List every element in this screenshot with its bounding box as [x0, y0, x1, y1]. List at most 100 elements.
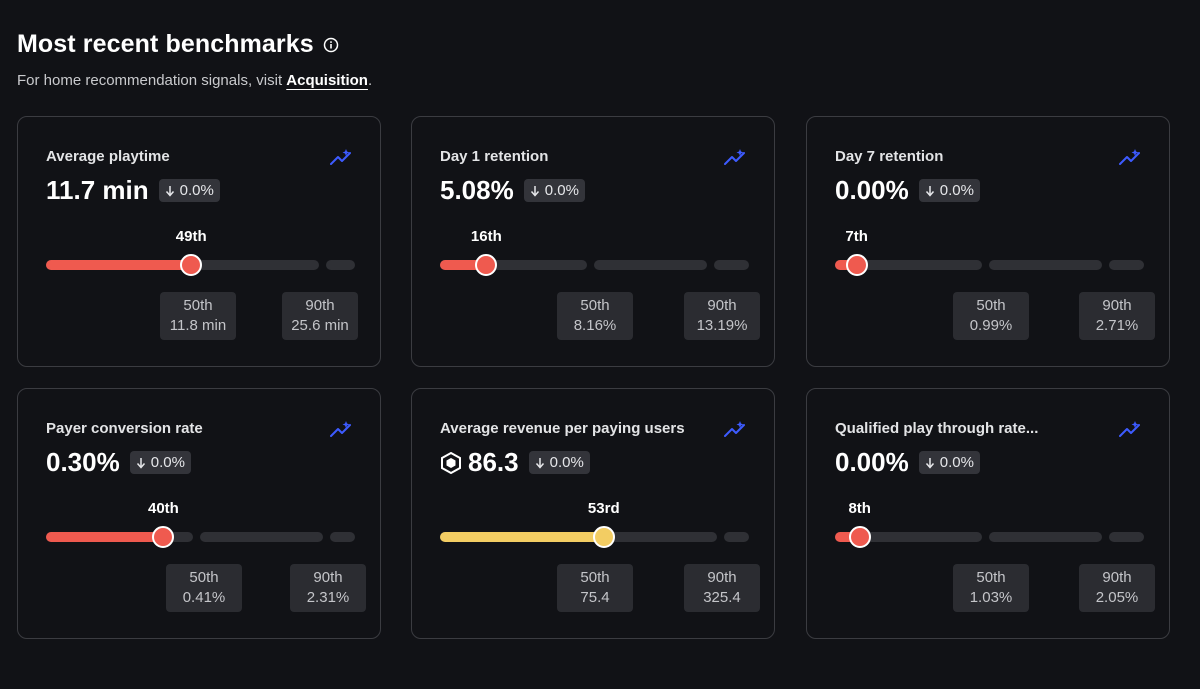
trend-sparkle-icon[interactable] [724, 420, 746, 438]
percentile-knob [592, 526, 615, 548]
marker-percentile: 90th [707, 569, 737, 586]
acquisition-link[interactable]: Acquisition [286, 72, 368, 89]
trend-sparkle-icon[interactable] [1119, 148, 1141, 166]
percentile-label: 16th [470, 228, 502, 245]
arrow-down-icon [535, 457, 544, 469]
card-title: Qualified play through rate... [835, 420, 1039, 437]
title-row: Most recent benchmarks [17, 30, 339, 59]
trend-sparkle-icon[interactable] [330, 420, 352, 438]
marker-percentile: 50th [580, 297, 610, 314]
percentile-track [330, 532, 355, 542]
percentile-fill [440, 260, 487, 270]
card-title: Day 7 retention [835, 148, 944, 165]
arrow-down-icon [136, 457, 145, 469]
card-title: Average revenue per paying users [440, 420, 685, 437]
p50-marker: 50th 0.41% [166, 564, 242, 612]
marker-value: 8.16% [573, 317, 617, 334]
marker-percentile: 90th [305, 297, 335, 314]
metric-value: 5.08% [440, 175, 514, 205]
percentile-label: 49th [175, 228, 207, 245]
marker-value: 0.99% [969, 317, 1013, 334]
percentile-knob [475, 254, 498, 276]
marker-percentile: 50th [976, 297, 1006, 314]
card-title: Average playtime [46, 148, 170, 165]
p50-marker: 50th 11.8 min [160, 292, 236, 340]
delta-value: 0.0% [544, 182, 579, 199]
percentile-label: 7th [845, 228, 868, 245]
marker-value: 2.05% [1095, 589, 1139, 606]
delta-value: 0.0% [939, 454, 974, 471]
trend-sparkle-icon[interactable] [724, 148, 746, 166]
percentile-track [989, 532, 1102, 542]
p90-marker: 90th 325.4 [684, 564, 760, 612]
marker-percentile: 50th [976, 569, 1006, 586]
percentile-knob [180, 254, 203, 276]
percentile-label: 8th [848, 500, 871, 517]
percentile-fill [440, 532, 604, 542]
percentile-fill [46, 532, 164, 542]
delta-value: 0.0% [939, 182, 974, 199]
subtitle: For home recommendation signals, visit A… [17, 72, 372, 89]
delta-badge: 0.0% [918, 179, 980, 202]
percentile-fill [46, 260, 192, 270]
marker-percentile: 90th [1102, 297, 1132, 314]
p90-marker: 90th 2.05% [1079, 564, 1155, 612]
benchmark-card[interactable]: Payer conversion rate 0.30% 0.0% 40th 50th 0.… [17, 388, 381, 639]
percentile-track [989, 260, 1102, 270]
card-title: Payer conversion rate [46, 420, 203, 437]
trend-sparkle-icon[interactable] [330, 148, 352, 166]
arrow-down-icon [530, 185, 539, 197]
percentile-track [724, 532, 749, 542]
arrow-down-icon [925, 457, 934, 469]
info-icon[interactable] [323, 37, 339, 53]
marker-percentile: 50th [580, 569, 610, 586]
p90-marker: 90th 13.19% [684, 292, 760, 340]
percentile-track [594, 532, 717, 542]
percentile-knob [845, 254, 868, 276]
marker-percentile: 90th [1102, 569, 1132, 586]
delta-badge: 0.0% [918, 451, 980, 474]
marker-value: 75.4 [580, 589, 610, 606]
value-row: 0.00% 0.0% [835, 175, 980, 206]
metric-value: 0.30% [46, 447, 120, 477]
benchmark-card[interactable]: Average revenue per paying users 86.3 0.0%… [411, 388, 775, 639]
delta-value: 0.0% [179, 182, 214, 199]
percentile-track [835, 260, 982, 270]
value-row: 0.30% 0.0% [46, 447, 191, 478]
trend-sparkle-icon[interactable] [1119, 420, 1141, 438]
metric-value: 11.7 min [46, 175, 149, 205]
marker-percentile: 90th [707, 297, 737, 314]
percentile-track [1109, 532, 1144, 542]
percentile-track [326, 260, 355, 270]
value-row: 86.3 0.0% [440, 447, 590, 478]
metric-value: 86.3 [468, 447, 519, 477]
percentile-fill [835, 532, 860, 542]
delta-badge: 0.0% [523, 179, 585, 202]
benchmark-card[interactable]: Average playtime 11.7 min 0.0% 49th 50th 11.8… [17, 116, 381, 367]
delta-value: 0.0% [150, 454, 185, 471]
subtitle-period: . [367, 72, 373, 89]
marker-value: 2.71% [1095, 317, 1139, 334]
percentile-track [835, 532, 982, 542]
subtitle-text: For home recommendation signals, visit [17, 72, 287, 89]
benchmark-card[interactable]: Day 7 retention 0.00% 0.0% 7th 50th 0.99% 90th… [806, 116, 1170, 367]
marker-value: 325.4 [703, 589, 741, 606]
value-row: 0.00% 0.0% [835, 447, 980, 478]
benchmark-card[interactable]: Qualified play through rate... 0.00% 0.0% 8… [806, 388, 1170, 639]
p90-marker: 90th 2.31% [290, 564, 366, 612]
marker-value: 2.31% [306, 589, 350, 606]
arrow-down-icon [925, 185, 934, 197]
metric-value: 0.00% [835, 175, 909, 205]
percentile-track [440, 260, 587, 270]
delta-badge: 0.0% [528, 451, 590, 474]
benchmark-card[interactable]: Day 1 retention 5.08% 0.0% 16th 50th 8.16% 90t… [411, 116, 775, 367]
delta-value: 0.0% [549, 454, 584, 471]
value-row: 11.7 min 0.0% [46, 175, 220, 206]
marker-percentile: 90th [313, 569, 343, 586]
metric-value: 0.00% [835, 447, 909, 477]
p50-marker: 50th 8.16% [557, 292, 633, 340]
arrow-down-icon [165, 185, 174, 197]
p50-marker: 50th 75.4 [557, 564, 633, 612]
percentile-track [1109, 260, 1144, 270]
